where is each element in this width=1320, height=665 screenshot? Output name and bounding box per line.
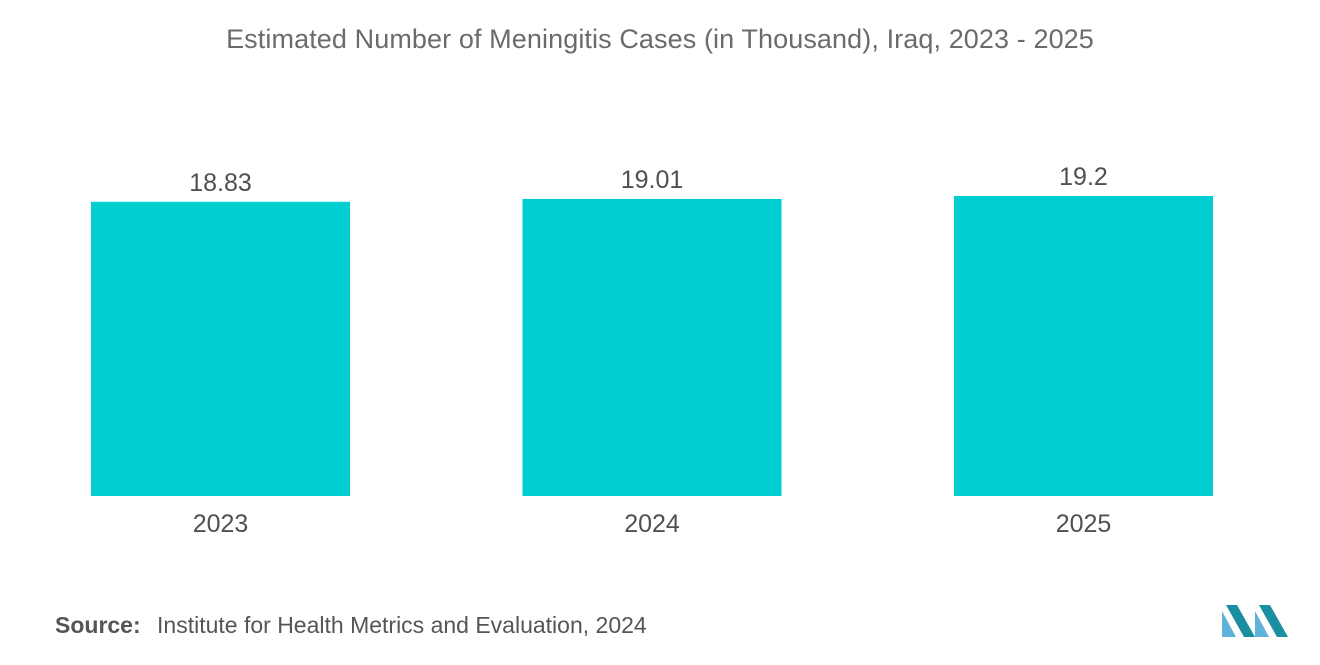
mordor-intelligence-logo-icon: [1222, 605, 1288, 637]
logo-right-triangle: [1255, 611, 1269, 637]
source-note: Source: Institute for Health Metrics and…: [55, 612, 647, 639]
labels-layer: 18.83 2023 19.01 2024 19.2 2025: [189, 163, 1111, 538]
bar-value-label-2024: 19.01: [621, 166, 684, 194]
x-tick-label-2024: 2024: [624, 510, 680, 538]
logo-left-stroke: [1226, 605, 1255, 637]
bar-2025: [954, 196, 1213, 496]
source-text: Institute for Health Metrics and Evaluat…: [157, 612, 647, 638]
source-label: Source:: [55, 612, 141, 638]
chart-title: Estimated Number of Meningitis Cases (in…: [226, 24, 1094, 54]
logo-right-stroke: [1259, 605, 1288, 637]
x-tick-label-2025: 2025: [1056, 510, 1112, 538]
logo-left-triangle: [1222, 611, 1236, 637]
bar-2023: [91, 201, 350, 496]
bar-value-label-2025: 19.2: [1059, 163, 1108, 191]
x-tick-label-2023: 2023: [193, 510, 249, 538]
bars-layer: [91, 196, 1213, 496]
bar-value-label-2023: 18.83: [189, 169, 252, 197]
bar-2024: [522, 198, 782, 496]
